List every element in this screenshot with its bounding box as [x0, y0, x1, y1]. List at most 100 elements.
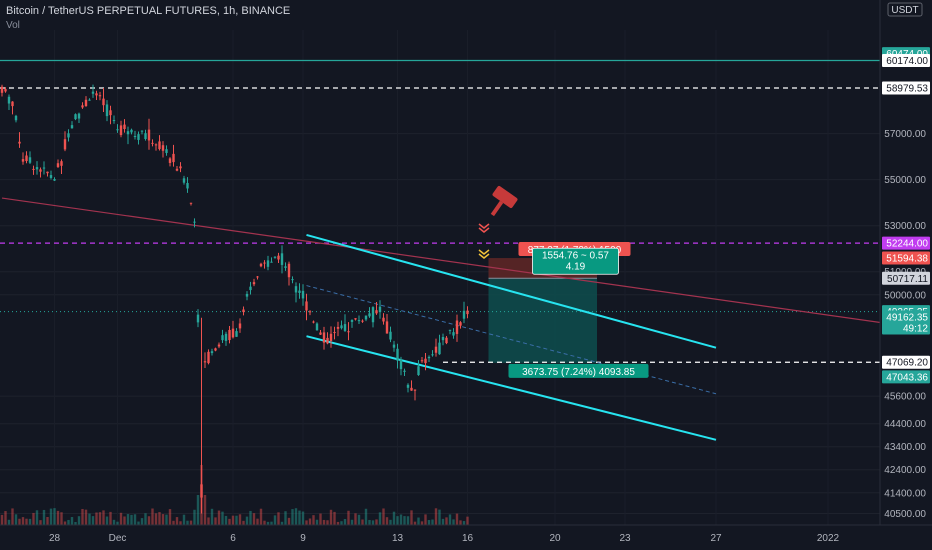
volume-bar [305, 520, 308, 525]
y-tick-label: 40500.00 [884, 509, 926, 520]
volume-bar [98, 512, 102, 525]
volume-bar [53, 508, 56, 525]
volume-bar [102, 510, 105, 525]
x-tick-label: 23 [619, 533, 631, 544]
volume-bar [403, 516, 406, 525]
volume-bar [427, 520, 431, 525]
volume-bar [336, 521, 340, 525]
volume-bar [315, 519, 319, 525]
volume-bar [452, 519, 455, 525]
volume-bar [172, 520, 175, 525]
volume-bar [277, 512, 280, 525]
volume-bar [210, 508, 214, 525]
volume-bar [312, 515, 315, 525]
candle-body [11, 101, 14, 107]
volume-bar [242, 520, 245, 525]
candle-body [88, 99, 91, 101]
volume-bar [319, 513, 322, 525]
y-tick-label: 45600.00 [884, 392, 926, 403]
candle-body [60, 161, 63, 166]
x-tick-label: 9 [300, 533, 306, 544]
gavel-handle [490, 200, 504, 217]
volume-bar [161, 514, 165, 525]
candle-body [294, 286, 298, 293]
y-tick-label: 53000.00 [884, 221, 926, 232]
volume-bar [32, 512, 35, 525]
volume-bar [420, 521, 424, 525]
gavel-head [492, 185, 518, 209]
price-tag: 50717.11 [887, 274, 928, 285]
candle-body [196, 314, 200, 323]
volume-bar [438, 509, 441, 525]
volume-bar [70, 517, 74, 525]
volume-bar [417, 517, 420, 525]
candle-body [112, 120, 116, 122]
volume-bar [91, 516, 95, 525]
volume-bar [207, 517, 210, 525]
volume-bar [410, 510, 413, 525]
volume-bar [249, 510, 252, 525]
price-axis: 57000.0055000.0053000.0051000.0050000.00… [879, 0, 932, 550]
volume-bar [18, 518, 21, 525]
price-tag-box [882, 81, 930, 95]
candle-body [228, 329, 231, 341]
volume-bar [228, 518, 231, 525]
candle-body [249, 286, 252, 291]
candle-body [130, 129, 133, 133]
volume-bar [354, 513, 357, 525]
x-tick-label: 16 [462, 533, 474, 544]
candle-body [406, 384, 410, 388]
candle-body [49, 175, 53, 178]
volume-bar [392, 511, 396, 525]
y-tick-label: 50000.00 [884, 290, 926, 301]
volume-bar [0, 514, 4, 525]
candle-body [354, 318, 357, 320]
candle-body [326, 337, 329, 344]
candle-body [403, 370, 406, 372]
volume-bar [231, 515, 235, 525]
price-tag-box [882, 236, 930, 250]
candle-body [28, 157, 32, 163]
candle-body [179, 166, 182, 169]
candle-body [413, 389, 417, 391]
y-tick-label: 44400.00 [884, 419, 926, 430]
volume-bar [221, 511, 224, 525]
volume-bar [42, 509, 46, 525]
volume-bar [123, 516, 126, 525]
candle-body [18, 141, 21, 144]
candle-body [217, 344, 221, 347]
volume-bar [112, 519, 116, 525]
candle-body [371, 307, 375, 323]
volume-bar [434, 508, 438, 525]
candle-body [4, 89, 7, 92]
volume-bar [459, 520, 462, 525]
currency-badge [887, 2, 923, 17]
volume-bar [84, 509, 88, 525]
volume-bar [140, 518, 144, 525]
candle-body [438, 342, 441, 355]
candle-body [389, 331, 392, 340]
candle-body [144, 133, 147, 140]
candle-body [301, 290, 305, 299]
candle-body [441, 336, 445, 341]
price-tag-box [882, 370, 930, 384]
candle-body [109, 110, 112, 116]
candle-body [14, 115, 18, 121]
volume-bar [326, 520, 329, 525]
volume-bar [137, 521, 140, 525]
candle-body [434, 346, 438, 353]
candle-body [445, 337, 448, 344]
candle-body [336, 326, 340, 329]
volume-bar [340, 521, 343, 525]
price-tag-box [882, 271, 930, 285]
volume-bar [455, 513, 459, 525]
y-tick-label: 57000.00 [884, 129, 926, 140]
candle-body [368, 313, 371, 317]
volume-bar [165, 514, 168, 525]
volume-bar [466, 516, 469, 525]
volume-bar [259, 508, 263, 525]
volume-bar [270, 521, 273, 525]
candle-body [375, 310, 378, 314]
volume-label: Vol [6, 20, 20, 31]
